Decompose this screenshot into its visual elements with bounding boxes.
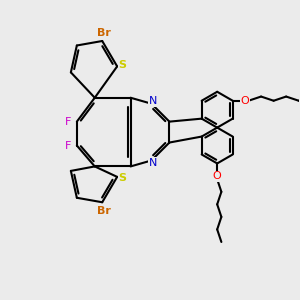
Text: S: S xyxy=(118,173,127,183)
Text: O: O xyxy=(240,96,249,106)
Text: N: N xyxy=(149,158,157,168)
Text: S: S xyxy=(118,60,127,70)
Text: F: F xyxy=(65,117,72,127)
Text: F: F xyxy=(65,140,72,151)
Text: Br: Br xyxy=(97,28,111,38)
Text: Br: Br xyxy=(97,206,111,216)
Text: O: O xyxy=(213,171,222,181)
Text: N: N xyxy=(149,96,157,106)
